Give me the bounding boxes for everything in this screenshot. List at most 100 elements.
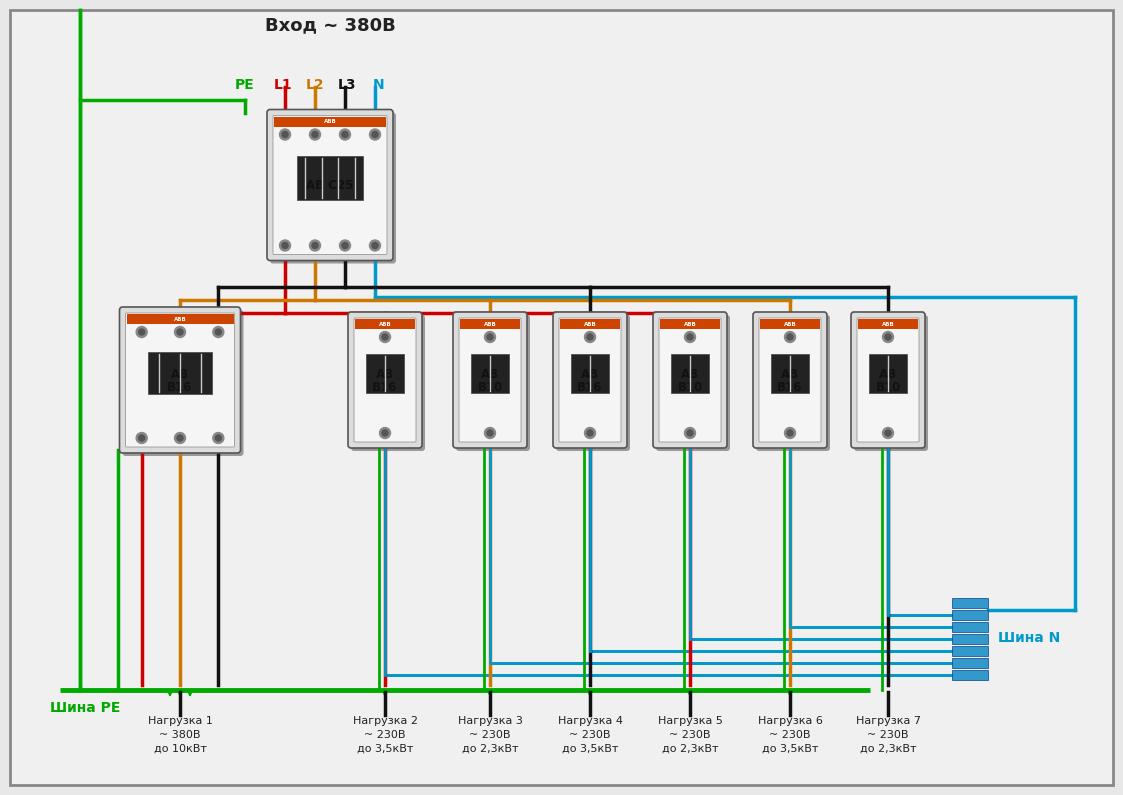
Circle shape <box>280 129 291 140</box>
FancyBboxPatch shape <box>656 315 730 451</box>
Circle shape <box>787 334 793 340</box>
Text: Шина N: Шина N <box>998 630 1060 645</box>
FancyBboxPatch shape <box>952 634 988 644</box>
FancyBboxPatch shape <box>952 658 988 668</box>
Text: ABB: ABB <box>174 316 186 321</box>
Circle shape <box>484 428 495 439</box>
Circle shape <box>174 432 185 444</box>
FancyBboxPatch shape <box>351 315 424 451</box>
Text: АВ: АВ <box>879 367 897 381</box>
Text: L2: L2 <box>305 77 325 91</box>
FancyBboxPatch shape <box>267 110 393 261</box>
Circle shape <box>785 428 795 439</box>
Text: АВ: АВ <box>681 367 699 381</box>
FancyBboxPatch shape <box>126 313 235 447</box>
Text: ABB: ABB <box>684 321 696 327</box>
Text: Нагрузка 5
~ 230В
до 2,3кВт: Нагрузка 5 ~ 230В до 2,3кВт <box>658 716 722 754</box>
Text: L1: L1 <box>274 77 292 91</box>
Circle shape <box>343 242 348 249</box>
FancyBboxPatch shape <box>348 312 422 448</box>
Circle shape <box>372 242 378 249</box>
FancyBboxPatch shape <box>754 312 827 448</box>
Circle shape <box>883 332 894 343</box>
Text: В16: В16 <box>167 381 193 394</box>
FancyBboxPatch shape <box>952 622 988 632</box>
FancyBboxPatch shape <box>659 318 721 442</box>
Circle shape <box>380 332 391 343</box>
FancyBboxPatch shape <box>119 307 240 453</box>
FancyBboxPatch shape <box>952 670 988 680</box>
Circle shape <box>213 327 223 338</box>
Circle shape <box>369 129 381 140</box>
Text: В16: В16 <box>577 381 603 394</box>
Bar <box>858 319 917 329</box>
Bar <box>572 354 609 393</box>
Text: АВ: АВ <box>171 367 189 381</box>
FancyBboxPatch shape <box>759 318 821 442</box>
Circle shape <box>213 432 223 444</box>
Text: В16: В16 <box>777 381 803 394</box>
Text: АВ С25: АВ С25 <box>307 179 354 192</box>
Circle shape <box>785 332 795 343</box>
FancyBboxPatch shape <box>853 315 928 451</box>
Circle shape <box>339 240 350 251</box>
FancyBboxPatch shape <box>952 598 988 608</box>
Circle shape <box>138 329 145 335</box>
Circle shape <box>136 327 147 338</box>
Text: Нагрузка 2
~ 230В
до 3,5кВт: Нагрузка 2 ~ 230В до 3,5кВт <box>353 716 418 754</box>
Circle shape <box>487 334 493 340</box>
Circle shape <box>687 430 693 436</box>
Text: АВ: АВ <box>376 367 394 381</box>
Text: Шина РЕ: Шина РЕ <box>51 701 120 715</box>
Text: АВ: АВ <box>780 367 800 381</box>
FancyBboxPatch shape <box>553 312 627 448</box>
Circle shape <box>687 334 693 340</box>
Text: ABB: ABB <box>484 321 496 327</box>
Text: АВ: АВ <box>581 367 599 381</box>
Circle shape <box>343 131 348 138</box>
FancyBboxPatch shape <box>556 315 630 451</box>
Circle shape <box>369 240 381 251</box>
Circle shape <box>382 334 389 340</box>
Bar <box>296 156 363 200</box>
Text: ABB: ABB <box>584 321 596 327</box>
Text: Нагрузка 3
~ 230В
до 2,3кВт: Нагрузка 3 ~ 230В до 2,3кВт <box>457 716 522 754</box>
Circle shape <box>883 428 894 439</box>
Text: Нагрузка 4
~ 230В
до 3,5кВт: Нагрузка 4 ~ 230В до 3,5кВт <box>557 716 622 754</box>
Circle shape <box>312 131 318 138</box>
Bar <box>355 319 416 329</box>
Bar <box>760 319 820 329</box>
Circle shape <box>372 131 378 138</box>
Circle shape <box>177 435 183 441</box>
Bar <box>127 314 234 324</box>
FancyBboxPatch shape <box>456 315 530 451</box>
Text: L3: L3 <box>338 77 356 91</box>
FancyBboxPatch shape <box>756 315 830 451</box>
Circle shape <box>339 129 350 140</box>
Text: N: N <box>373 77 385 91</box>
Text: В10: В10 <box>477 381 503 394</box>
Text: Нагрузка 1
~ 380В
до 10кВт: Нагрузка 1 ~ 380В до 10кВт <box>147 716 212 754</box>
Bar <box>772 354 809 393</box>
Circle shape <box>382 430 389 436</box>
Text: В16: В16 <box>373 381 398 394</box>
Bar <box>672 354 709 393</box>
FancyBboxPatch shape <box>273 115 387 254</box>
Bar <box>472 354 509 393</box>
Text: PE: PE <box>235 77 255 91</box>
Text: ABB: ABB <box>378 321 392 327</box>
Circle shape <box>487 430 493 436</box>
Circle shape <box>587 334 593 340</box>
Circle shape <box>174 327 185 338</box>
Circle shape <box>584 428 595 439</box>
Circle shape <box>177 329 183 335</box>
Circle shape <box>280 240 291 251</box>
Circle shape <box>282 131 287 138</box>
Circle shape <box>484 332 495 343</box>
Circle shape <box>380 428 391 439</box>
Bar <box>274 117 386 126</box>
Text: Нагрузка 6
~ 230В
до 3,5кВт: Нагрузка 6 ~ 230В до 3,5кВт <box>758 716 822 754</box>
FancyBboxPatch shape <box>453 312 527 448</box>
Circle shape <box>885 334 891 340</box>
Bar <box>366 354 403 393</box>
